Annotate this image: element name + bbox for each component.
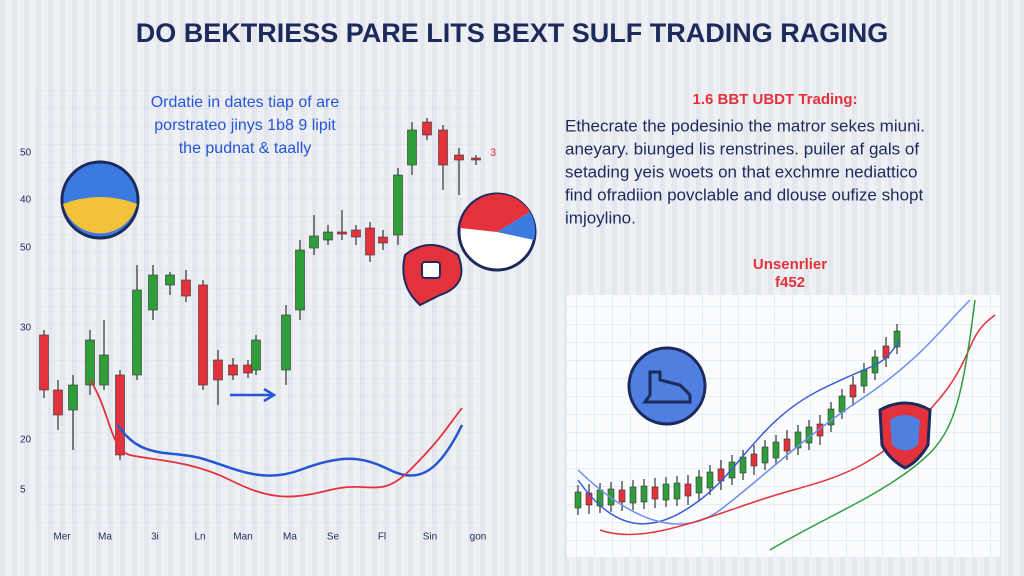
page-title: DO BEKTRIESS PARE LITS BEXT SULF TRADING… bbox=[136, 18, 889, 48]
chart-icon bbox=[627, 346, 707, 426]
x-label: Sin bbox=[423, 532, 437, 543]
candle-body bbox=[761, 446, 769, 464]
badge-icon bbox=[402, 244, 463, 307]
candle-body bbox=[365, 227, 375, 256]
candle-body bbox=[393, 174, 403, 236]
candle-body bbox=[684, 483, 692, 497]
candle-body bbox=[783, 438, 791, 452]
text-heading: 1.6 BBT UBDT Trading: bbox=[692, 91, 857, 108]
paragraph-line: Ethecrate the podesinio the matror sekes… bbox=[565, 116, 925, 135]
paragraph-line: find ofradiion povclable and dlouse oufi… bbox=[565, 185, 923, 204]
candle-body bbox=[115, 374, 125, 456]
x-label: Ln bbox=[194, 532, 205, 543]
y-label: 50 bbox=[20, 148, 32, 159]
candle-body bbox=[295, 249, 305, 311]
annotation: the pudnat & taally bbox=[179, 140, 312, 157]
candle-body bbox=[772, 441, 780, 459]
trend-line bbox=[769, 299, 976, 551]
candle-body bbox=[629, 486, 637, 504]
y-label: 5 bbox=[20, 485, 26, 496]
candle-body bbox=[132, 289, 142, 376]
right-grid bbox=[567, 295, 1000, 557]
annotation: Ordatie in dates tiap of are bbox=[151, 94, 340, 111]
coin-icon bbox=[60, 160, 140, 240]
candle-body bbox=[378, 236, 388, 244]
candle-body bbox=[422, 121, 432, 136]
candle-body bbox=[750, 453, 758, 467]
y-label: 30 bbox=[20, 323, 32, 334]
left-chart: 50 40 50 30 20 5 Mer Ma 3i Ln Man Ma Se Fl Sin gon Ordat… bbox=[20, 94, 486, 542]
paragraph-line: setading yeis woets on that exchmre nedi… bbox=[565, 162, 917, 181]
candle-body bbox=[816, 423, 824, 437]
y-label: 20 bbox=[20, 435, 32, 446]
x-label: Fl bbox=[378, 532, 386, 543]
candle-body bbox=[849, 384, 857, 398]
annotation: porstrateo jinys 1b8 9 lipit bbox=[154, 117, 336, 134]
candle-body bbox=[471, 157, 481, 161]
trend-line bbox=[577, 299, 971, 525]
candle-body bbox=[198, 284, 208, 386]
candle-body bbox=[794, 431, 802, 449]
candle-body bbox=[53, 389, 63, 416]
candle-body bbox=[585, 492, 593, 506]
x-label: 3i bbox=[151, 532, 159, 543]
candle-body bbox=[68, 384, 78, 411]
candle-body bbox=[148, 274, 158, 311]
candle-body bbox=[651, 486, 659, 500]
candle-body bbox=[618, 489, 626, 503]
pie-icon bbox=[457, 192, 537, 272]
candle-body bbox=[407, 129, 417, 166]
candle-body bbox=[165, 274, 175, 286]
panel-title: f452 bbox=[775, 274, 805, 291]
candle-body bbox=[309, 235, 319, 249]
paragraph-line: imjoylino. bbox=[565, 208, 636, 227]
candle-body bbox=[85, 339, 95, 386]
candle-body bbox=[351, 229, 361, 238]
candle-body bbox=[323, 231, 333, 241]
candle-body bbox=[893, 330, 901, 348]
candle-body bbox=[213, 359, 223, 381]
candle-body bbox=[438, 129, 448, 166]
candle-body bbox=[337, 231, 347, 235]
x-label: Ma bbox=[98, 532, 112, 543]
candle-body bbox=[574, 491, 582, 509]
candle-body bbox=[39, 334, 49, 391]
candle-body bbox=[181, 279, 191, 297]
y-label: 40 bbox=[20, 195, 32, 206]
candle-body bbox=[860, 369, 868, 387]
shield-icon bbox=[878, 401, 932, 470]
candle-body bbox=[695, 476, 703, 494]
x-label: gon bbox=[470, 532, 487, 543]
candle-body bbox=[228, 364, 238, 376]
candle-body bbox=[827, 408, 835, 426]
paragraph-line: aneyary. biunged lis renstrines. puiler … bbox=[565, 139, 919, 158]
trend-line bbox=[577, 339, 901, 525]
trend-line bbox=[599, 314, 996, 536]
candle-body bbox=[640, 485, 648, 503]
trend-line bbox=[89, 379, 463, 498]
candle-body bbox=[99, 354, 109, 386]
candle-body bbox=[281, 314, 291, 371]
marker-label: 3 bbox=[490, 147, 496, 159]
x-label: Se bbox=[327, 532, 340, 543]
candle-body bbox=[251, 339, 261, 371]
arrow bbox=[230, 387, 277, 403]
panel-title: Unsenrlier bbox=[753, 256, 827, 273]
right-chart bbox=[574, 299, 996, 551]
x-label: Mer bbox=[53, 532, 71, 543]
candle-body bbox=[838, 395, 846, 413]
candle-body bbox=[673, 482, 681, 500]
x-label: Ma bbox=[283, 532, 297, 543]
y-label: 50 bbox=[20, 243, 32, 254]
candle-body bbox=[706, 471, 714, 489]
trend-line bbox=[116, 424, 464, 477]
x-label: Man bbox=[233, 532, 252, 543]
candle-body bbox=[243, 364, 253, 374]
candle-body bbox=[454, 154, 464, 161]
candle-body bbox=[662, 483, 670, 501]
